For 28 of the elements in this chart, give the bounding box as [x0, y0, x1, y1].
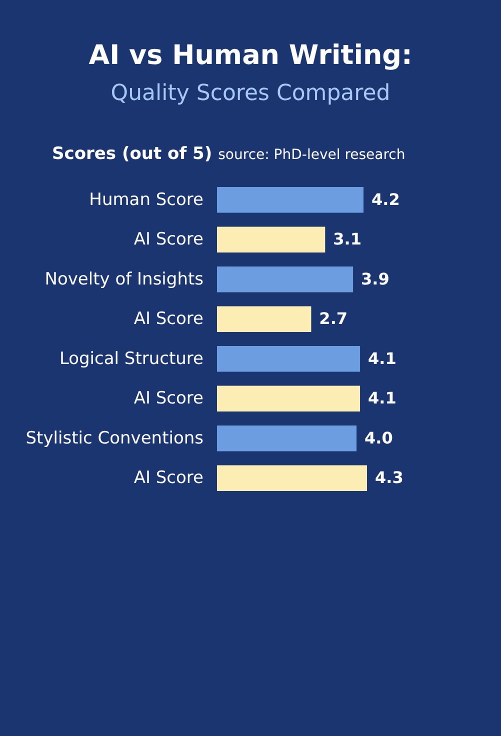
data-label: 4.1: [368, 348, 396, 368]
data-label: 3.9: [361, 269, 390, 288]
data-label: 4.2: [372, 190, 400, 209]
bar: [217, 226, 326, 253]
y-tick-label: AI Score: [134, 309, 204, 330]
bar: [217, 266, 354, 292]
bar: [217, 346, 360, 372]
data-label: 3.1: [333, 230, 362, 249]
bar: [217, 386, 360, 412]
data-label: 2.7: [319, 309, 348, 328]
data-label: 4.0: [364, 428, 393, 448]
text: Scores (out of 5): [52, 144, 212, 164]
data-label: 4.1: [368, 388, 396, 408]
chart-subtitle: Quality Scores Compared: [110, 81, 392, 106]
bar: [217, 425, 357, 452]
source-note: source: PhD-level research: [218, 147, 406, 163]
bar: [217, 306, 312, 332]
y-tick-label: AI Score: [134, 388, 204, 409]
bar: [217, 186, 364, 213]
y-tick-label: Novelty of Insights: [44, 269, 204, 290]
data-label: 4.3: [375, 468, 404, 488]
y-tick-label: AI Score: [134, 230, 204, 250]
y-tick-label: Logical Structure: [59, 348, 204, 369]
y-tick-label: Stylistic Conventions: [26, 428, 204, 448]
y-tick-label: AI Score: [134, 468, 204, 488]
y-tick-label: Human Score: [89, 190, 204, 210]
bar: [217, 465, 367, 492]
chart-title: AI vs Human Writing:: [88, 40, 414, 71]
